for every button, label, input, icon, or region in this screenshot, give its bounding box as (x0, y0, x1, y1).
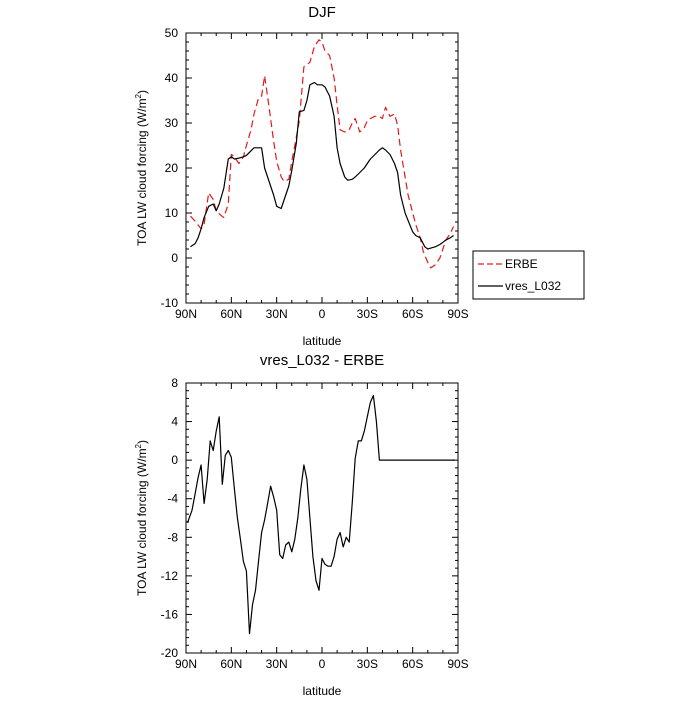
x-tick-label: 60N (220, 307, 242, 321)
y-tick-label: 0 (171, 453, 178, 467)
series-line-erbe (190, 39, 455, 269)
legend-label-vres: vres_L032 (505, 279, 561, 293)
top-chart-ylabel-end: ) (135, 90, 149, 94)
x-tick-label: 30N (266, 657, 288, 671)
x-tick-label: 60N (220, 657, 242, 671)
x-tick-label: 90S (447, 657, 468, 671)
bottom-chart-ticks: 90N 60N 30N 0 30S 60S 90S -20 -16 -12 -8 -4 0 4 8 (161, 376, 469, 671)
x-tick-label: 60S (402, 657, 423, 671)
x-tick-label: 30S (357, 307, 378, 321)
y-tick-label: -4 (167, 492, 178, 506)
x-tick-label: 60S (402, 307, 423, 321)
bottom-chart-series (186, 394, 455, 635)
x-tick-label: 90N (175, 307, 197, 321)
y-tick-label: -8 (167, 530, 178, 544)
bottom-chart-xlabel: latitude (303, 684, 342, 698)
y-tick-label: -20 (161, 646, 179, 660)
y-tick-label: -16 (161, 607, 179, 621)
y-tick-label: 20 (165, 161, 179, 175)
y-tick-label: 0 (171, 251, 178, 265)
series-line-vres-l032 (190, 81, 454, 250)
y-tick-label: -10 (161, 296, 179, 310)
series-line-difference-0 (186, 394, 455, 635)
legend-label-erbe: ERBE (505, 257, 538, 271)
y-tick-label: 4 (171, 415, 178, 429)
bottom-chart-panel: vres_L032 - ERBE 90N 60N 30N 0 30S 60S 90S -20 -… (134, 352, 469, 698)
y-tick-label: 10 (165, 206, 179, 220)
bottom-chart-ylabel-end: ) (135, 440, 149, 444)
x-tick-label: 90S (447, 307, 468, 321)
y-tick-label: -12 (161, 569, 179, 583)
bottom-chart-ylabel-sup: 2 (134, 443, 143, 448)
legend-box (472, 250, 585, 300)
x-tick-label: 30N (266, 307, 288, 321)
top-chart-ylabel: TOA LW cloud forcing (W/m2) (134, 90, 149, 246)
x-tick-label: 30S (357, 657, 378, 671)
legend: ERBE vres_L032 (472, 250, 585, 300)
top-chart-panel: DJF 90N 60N 30N 0 30S 60S 90S -10 0 10 20 30 40 50 la… (134, 4, 469, 348)
x-tick-label: 90N (175, 657, 197, 671)
top-chart-ylabel-sup: 2 (134, 93, 143, 98)
top-chart-xlabel: latitude (303, 334, 342, 348)
x-tick-label: 0 (319, 657, 326, 671)
top-chart-series (190, 39, 455, 269)
bottom-chart-frame (185, 382, 459, 654)
y-tick-label: 8 (171, 376, 178, 390)
x-tick-label: 0 (319, 307, 326, 321)
y-tick-label: 30 (165, 116, 179, 130)
top-chart-ylabel-text: TOA LW cloud forcing (W/m (135, 98, 149, 246)
y-tick-label: 50 (165, 26, 179, 40)
bottom-chart-ylabel: TOA LW cloud forcing (W/m2) (134, 440, 149, 596)
bottom-chart-title: vres_L032 - ERBE (260, 352, 384, 369)
bottom-chart-ylabel-text: TOA LW cloud forcing (W/m (135, 448, 149, 596)
top-chart-ticks: 90N 60N 30N 0 30S 60S 90S -10 0 10 20 30 40 50 (161, 26, 469, 321)
top-chart-title: DJF (308, 4, 336, 21)
y-tick-label: 40 (165, 71, 179, 85)
